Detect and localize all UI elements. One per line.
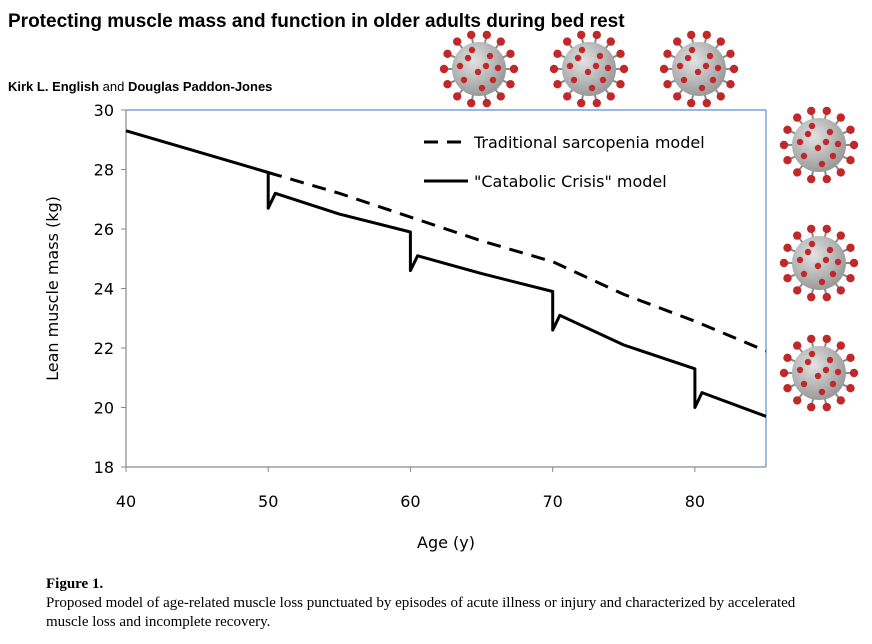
- author-1: Kirk L. English: [8, 79, 100, 94]
- author-2: Douglas Paddon-Jones: [127, 79, 273, 94]
- y-tick-label: 18: [94, 458, 114, 477]
- x-tick-label: 50: [258, 492, 278, 511]
- figure-label: Figure 1.: [46, 576, 104, 592]
- y-tick-label: 20: [94, 399, 114, 418]
- x-axis-label: Age (y): [417, 533, 475, 552]
- coronavirus-icon: [778, 222, 860, 304]
- coronavirus-icon: [548, 28, 630, 110]
- series-line-traditional: [267, 171, 767, 353]
- legend-label: Traditional sarcopenia model: [473, 133, 705, 152]
- x-tick-label: 70: [542, 492, 562, 511]
- legend-label: "Catabolic Crisis" model: [474, 172, 667, 191]
- y-tick-label: 26: [94, 220, 114, 239]
- coronavirus-icon: [438, 28, 520, 110]
- y-tick-label: 28: [94, 161, 114, 180]
- paper-title: Protecting muscle mass and function in o…: [8, 11, 625, 32]
- figure-caption: Figure 1. Proposed model of age-related …: [46, 575, 826, 632]
- y-tick-label: 30: [94, 101, 114, 120]
- y-axis-label: Lean muscle mass (kg): [43, 196, 62, 381]
- coronavirus-icon: [658, 28, 740, 110]
- coronavirus-icon: [778, 104, 860, 186]
- y-tick-label: 22: [94, 339, 114, 358]
- x-tick-label: 40: [116, 492, 136, 511]
- paper-authors: Kirk L. English and Douglas Paddon-Jones: [8, 79, 272, 94]
- x-tick-label: 80: [685, 492, 705, 511]
- series-line-catabolic: [125, 129, 767, 418]
- figure-caption-text: Proposed model of age-related muscle los…: [46, 595, 796, 630]
- muscle-mass-chart: 18 20 22 24 26 28 30 40 50 60 70 80 Age (y) Lean musc…: [43, 101, 767, 552]
- x-tick-label: 60: [400, 492, 420, 511]
- y-tick-label: 24: [94, 280, 114, 299]
- coronavirus-icon: [778, 332, 860, 414]
- author-join: and: [99, 79, 128, 94]
